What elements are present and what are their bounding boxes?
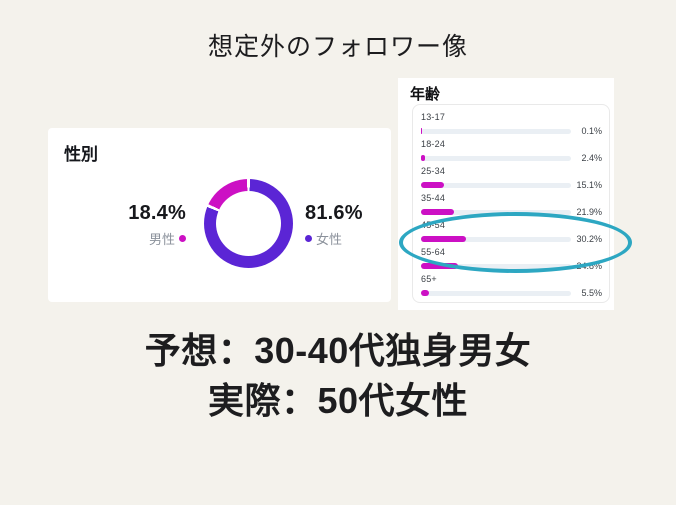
age-bar-chart: 13-17 0.1% 18-24 2.4% 25-34 15.1% 35-44 bbox=[412, 104, 610, 303]
age-row-label: 13-17 bbox=[421, 112, 446, 122]
age-bar-track bbox=[421, 263, 571, 269]
female-stat: 81.6% 女性 bbox=[305, 202, 363, 248]
page-title: 想定外のフォロワー像 bbox=[207, 33, 468, 61]
age-bar-fill bbox=[421, 290, 430, 296]
gender-card: 性別 18.4% 男性 81.6% 女性 bbox=[48, 128, 391, 302]
age-row-label: 25-34 bbox=[421, 166, 446, 176]
age-row-45-54: 45-54 30.2% bbox=[421, 220, 602, 247]
age-bar-fill bbox=[421, 236, 467, 242]
age-row-18-24: 18-24 2.4% bbox=[421, 139, 602, 166]
age-section: 年齢 13-17 0.1% 18-24 2.4% 25-34 15.1% 35-… bbox=[398, 78, 614, 310]
age-section-title: 年齢 bbox=[410, 86, 441, 103]
age-row-13-17: 13-17 0.1% bbox=[421, 112, 602, 139]
conclusion-line-actual: 実際：50代女性 bbox=[207, 379, 469, 421]
male-legend: 男性 bbox=[128, 229, 186, 248]
age-bar-fill bbox=[421, 155, 425, 161]
age-row-55-64: 55-64 24.8% bbox=[421, 247, 602, 274]
gender-donut-chart bbox=[204, 179, 293, 268]
conclusion-line-expected: 予想：30-40代独身男女 bbox=[144, 330, 532, 371]
age-row-percentage: 15.1% bbox=[576, 180, 602, 190]
age-bar-fill bbox=[421, 209, 454, 215]
age-row-percentage: 0.1% bbox=[581, 126, 602, 136]
male-percentage: 18.4% bbox=[128, 202, 186, 224]
age-row-label: 55-64 bbox=[421, 247, 446, 257]
male-legend-label: 男性 bbox=[148, 232, 175, 247]
age-bar-track bbox=[421, 209, 571, 215]
age-bar-track bbox=[421, 290, 571, 296]
age-row-percentage: 2.4% bbox=[581, 153, 602, 163]
female-legend-label: 女性 bbox=[316, 232, 343, 247]
age-row-label: 45-54 bbox=[421, 220, 446, 230]
age-bar-fill bbox=[421, 182, 444, 188]
female-percentage: 81.6% bbox=[305, 202, 363, 224]
age-bar-fill bbox=[421, 263, 459, 269]
age-bar-track bbox=[421, 236, 571, 242]
age-row-percentage: 21.9% bbox=[576, 207, 602, 217]
age-row-label: 35-44 bbox=[421, 193, 446, 203]
age-row-percentage: 30.2% bbox=[576, 234, 602, 244]
male-legend-dot-icon bbox=[179, 235, 186, 242]
age-row-label: 18-24 bbox=[421, 139, 446, 149]
age-row-25-34: 25-34 15.1% bbox=[421, 166, 602, 193]
age-row-65plus: 65+ 5.5% bbox=[421, 274, 602, 301]
female-legend-dot-icon bbox=[305, 235, 312, 242]
age-row-label: 65+ bbox=[421, 274, 437, 284]
gender-card-title: 性別 bbox=[64, 145, 98, 164]
male-stat: 18.4% 男性 bbox=[128, 202, 186, 248]
age-row-percentage: 5.5% bbox=[581, 288, 602, 298]
age-row-percentage: 24.8% bbox=[576, 261, 602, 271]
age-bar-track bbox=[421, 128, 571, 134]
age-bar-track bbox=[421, 182, 571, 188]
age-bar-track bbox=[421, 155, 571, 161]
female-legend: 女性 bbox=[305, 229, 363, 248]
conclusion-text: 予想：30-40代独身男女 実際：50代女性 bbox=[0, 326, 676, 425]
age-row-35-44: 35-44 21.9% bbox=[421, 193, 602, 220]
